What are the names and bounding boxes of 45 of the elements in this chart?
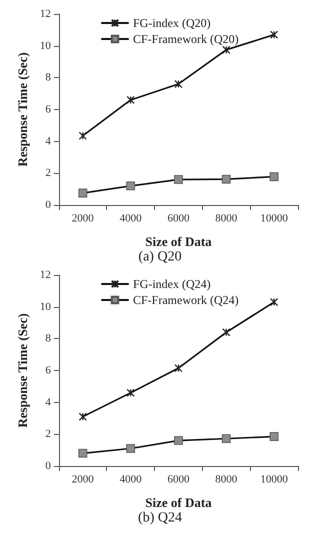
point [78, 448, 88, 458]
y-tick-label: 10 [40, 300, 52, 313]
y-tick-label: 6 [45, 364, 52, 376]
point [174, 175, 183, 184]
x-tick-label: 10000 [260, 474, 288, 486]
x-tick-label: 2000 [72, 474, 94, 486]
x-tick-label: 10000 [260, 212, 288, 224]
x-tick-label: 6000 [167, 474, 190, 486]
point [78, 188, 88, 198]
x-tick-label: 4000 [120, 474, 142, 486]
y-tick-label: 0 [45, 460, 52, 472]
point [222, 174, 231, 184]
point [222, 434, 231, 444]
text: (b) Q24 [138, 510, 182, 526]
x-tick-label: 8000 [215, 212, 238, 224]
y-tick-label: 12 [40, 269, 51, 281]
point [270, 432, 278, 441]
x-axis-title: Size of Data [145, 234, 212, 249]
y-tick-label: 10 [40, 40, 52, 52]
point [174, 436, 183, 445]
x-tick-label: 8000 [215, 474, 238, 486]
y-axis-title: Response Time (Sec) [15, 52, 30, 167]
legend-label: CF-Framework (Q20) [133, 32, 239, 46]
legend-label: CF-Framework (Q24) [133, 293, 239, 307]
y-tick-label: 8 [45, 72, 52, 84]
y-tick-label: 4 [45, 396, 52, 408]
y-tick-label: 6 [45, 104, 52, 116]
text: (a) Q20 [138, 250, 182, 264]
point [270, 172, 278, 182]
x-tick-label: 6000 [167, 212, 190, 224]
y-tick-label: 4 [45, 135, 52, 148]
x-tick-label: 2000 [72, 212, 94, 224]
point [78, 412, 87, 421]
point [126, 444, 136, 453]
legend-label: FG-index (Q20) [133, 16, 211, 30]
x-tick-label: 4000 [120, 212, 142, 224]
y-tick-label: 12 [40, 8, 51, 20]
y-tick-label: 8 [45, 332, 52, 345]
y-axis-title: Response Time (Sec) [15, 313, 30, 428]
x-axis-title: Size of Data [145, 495, 212, 510]
point [126, 182, 136, 190]
y-tick-label: 2 [45, 428, 51, 440]
legend-label: FG-index (Q24) [133, 277, 211, 291]
y-tick-label: 2 [45, 167, 51, 180]
y-tick-label: 0 [45, 199, 52, 211]
